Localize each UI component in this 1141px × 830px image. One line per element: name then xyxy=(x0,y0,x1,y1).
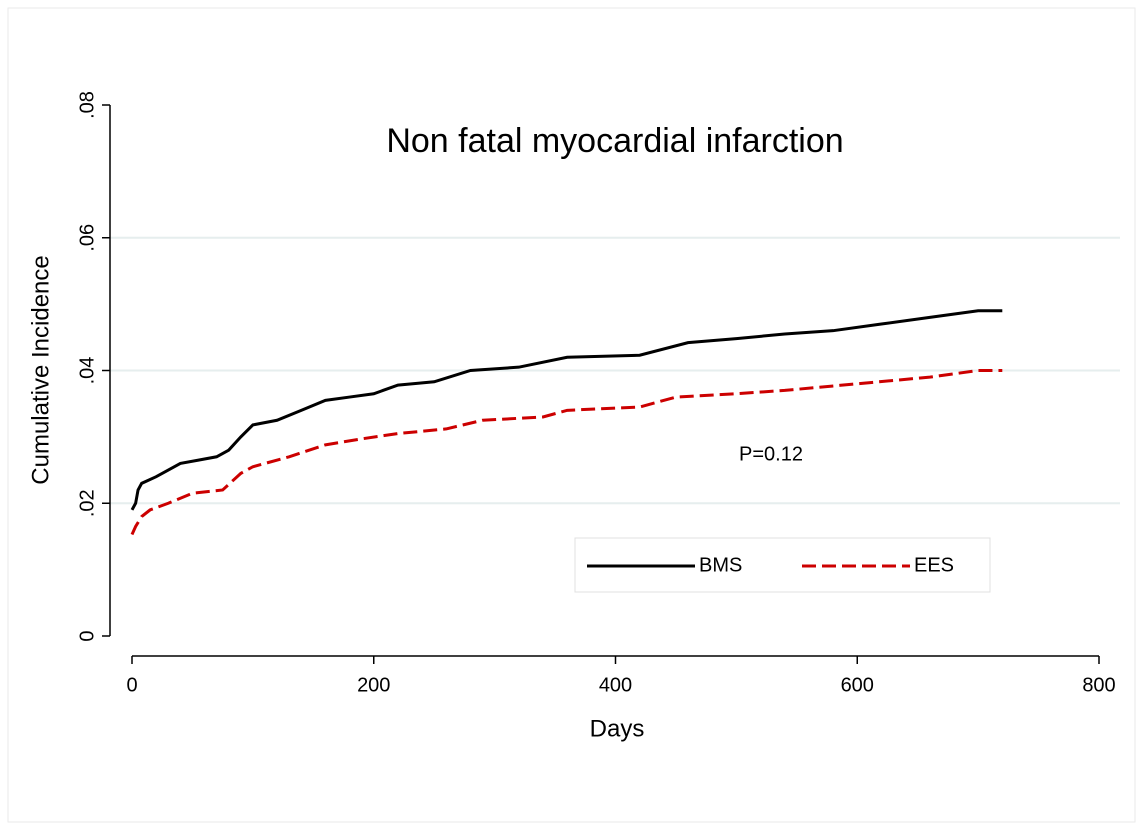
y-tick-label: .02 xyxy=(76,489,98,517)
x-tick-label: 400 xyxy=(599,674,632,696)
x-tick-label: 600 xyxy=(841,674,874,696)
y-tick-label: .06 xyxy=(76,224,98,252)
legend-label: EES xyxy=(914,554,954,576)
y-tick-label: .08 xyxy=(76,91,98,119)
chart-title: Non fatal myocardial infarction xyxy=(386,122,843,160)
annotation: P=0.12 xyxy=(739,443,803,465)
legend-label: BMS xyxy=(699,554,742,576)
y-tick-label: 0 xyxy=(76,630,98,641)
x-axis-title: Days xyxy=(590,715,645,742)
x-tick-label: 200 xyxy=(357,674,390,696)
figure-frame xyxy=(7,7,1136,823)
series-line xyxy=(130,309,1003,511)
x-tick-label: 800 xyxy=(1082,674,1115,696)
y-tick-label: .04 xyxy=(76,357,98,385)
y-axis-title: Cumulative Incidence xyxy=(27,255,54,484)
series-line xyxy=(130,369,1003,536)
x-tick-label: 0 xyxy=(126,674,137,696)
